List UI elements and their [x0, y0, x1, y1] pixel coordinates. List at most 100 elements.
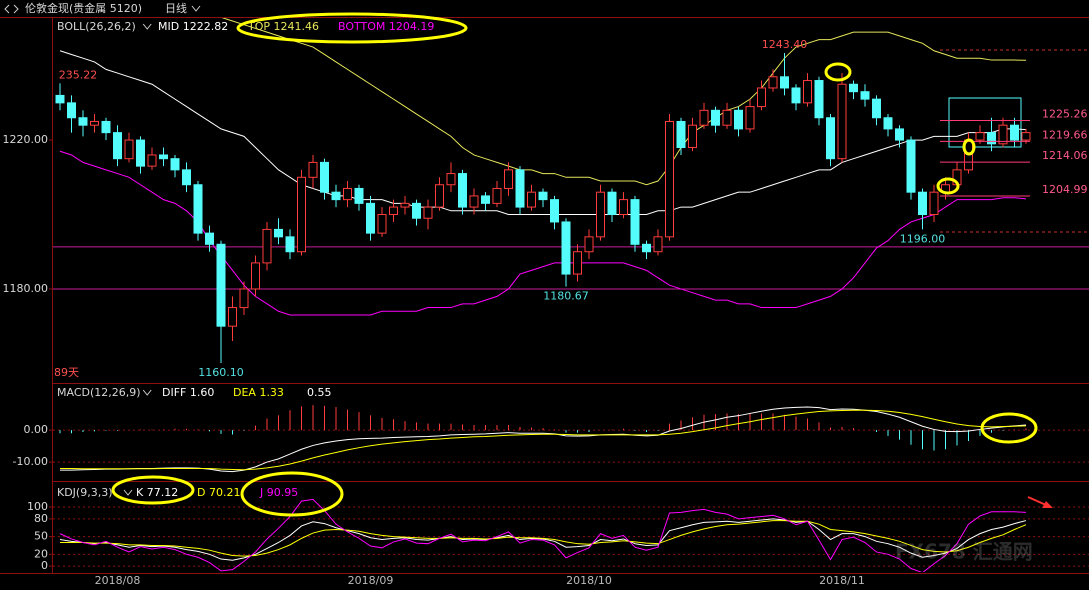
- x-tick-label: 2018/09: [348, 574, 394, 587]
- high-label: 235.22: [59, 68, 98, 81]
- candle-body: [849, 83, 858, 93]
- candle-body: [159, 154, 168, 160]
- candle-body: [239, 288, 249, 309]
- candle-body: [205, 232, 214, 245]
- candle-body: [607, 191, 617, 216]
- candle-body: [251, 262, 260, 290]
- candle-body: [216, 243, 226, 327]
- header-icon[interactable]: [4, 4, 19, 14]
- indicator-line: [60, 409, 1027, 471]
- candle-body: [688, 124, 697, 149]
- legend-entry: MID 1222.82: [158, 20, 228, 33]
- candle-body: [550, 199, 559, 223]
- panel-plot: [53, 405, 1089, 473]
- candle-body: [515, 169, 525, 208]
- y-tick-label: 0: [41, 559, 48, 572]
- period-dropdown[interactable]: [191, 5, 201, 12]
- instrument-title[interactable]: 伦敦金现(贵金属 5120): [25, 1, 142, 15]
- candle-body: [78, 117, 88, 126]
- candle-body: [872, 98, 881, 119]
- candle-body: [1010, 124, 1019, 141]
- candle-body: [780, 76, 789, 89]
- candle-body: [504, 169, 513, 189]
- candle-body: [596, 191, 605, 238]
- highlight-box: [948, 97, 1022, 148]
- period[interactable]: 日线: [165, 1, 187, 15]
- candle-body: [124, 139, 134, 160]
- low-label: 1196.00: [900, 232, 946, 245]
- candle-body: [918, 191, 927, 216]
- legend-entry: DEA 1.33: [233, 386, 284, 399]
- candle-body: [929, 191, 939, 216]
- candle-body: [975, 132, 985, 141]
- candle-body: [446, 173, 456, 186]
- candle-body: [136, 139, 145, 167]
- y-tick-label: 1220.00: [3, 133, 49, 146]
- candle-body: [274, 228, 283, 238]
- panel-frame: [0, 17, 1089, 574]
- legend-entry: 0.55: [307, 386, 332, 399]
- candle-body: [895, 128, 904, 141]
- y-tick-label: 50: [34, 530, 48, 543]
- candle-body: [377, 214, 387, 234]
- panel-plot: [53, 18, 1089, 364]
- price-line-label: 1219.66: [1042, 128, 1088, 141]
- candle-body: [331, 191, 341, 201]
- candle-body: [481, 195, 490, 204]
- candle-body: [308, 161, 318, 178]
- candle-body: [883, 117, 893, 130]
- candle-body: [734, 109, 743, 130]
- candle-body: [561, 221, 571, 275]
- indicator-dropdown: [142, 23, 152, 30]
- y-tick-label: 100: [27, 500, 48, 513]
- candle-body: [906, 139, 916, 193]
- candle-body: [803, 80, 812, 104]
- legend-entry: K 77.12: [136, 486, 178, 499]
- x-tick-label: 2018/10: [566, 574, 612, 587]
- annotation-marks: [111, 12, 1038, 517]
- candle-body: [998, 124, 1008, 145]
- y-tick-label: -10.00: [13, 455, 48, 468]
- candle-body: [826, 117, 835, 160]
- candle-body: [55, 94, 65, 104]
- candle-body: [757, 87, 766, 108]
- candle-body: [791, 87, 801, 104]
- candle-body: [354, 187, 364, 204]
- candle-body: [170, 158, 180, 171]
- x-tick-label: 2018/08: [95, 574, 141, 587]
- candle-body: [619, 199, 628, 216]
- y-tick-label: 0.00: [24, 423, 49, 436]
- indicator-line: [59, 518, 1027, 561]
- candle-body: [343, 187, 352, 201]
- candle-body: [538, 191, 548, 201]
- low-label: 1160.10: [198, 366, 244, 379]
- candle-body: [90, 120, 99, 126]
- candle-body: [366, 202, 375, 234]
- candle-body: [469, 195, 479, 208]
- indicator-title: MACD(12,26,9): [57, 386, 141, 399]
- trend-arrow: [1027, 496, 1053, 508]
- candle-body: [722, 109, 732, 126]
- footnote: 89天: [54, 366, 79, 379]
- indicator-dropdown: [123, 489, 133, 496]
- y-tick-label: 1180.00: [3, 282, 49, 295]
- candle-body: [860, 91, 870, 100]
- legend-entry: J 90.95: [259, 486, 298, 499]
- candle-body: [573, 251, 582, 275]
- indicator-title: KDJ(9,3,3): [57, 486, 113, 499]
- candle-body: [768, 76, 778, 89]
- candle-body: [630, 199, 640, 245]
- candle-body: [711, 109, 720, 126]
- indicator-line: [221, 18, 1027, 186]
- candle-body: [745, 106, 755, 130]
- candle-body: [458, 173, 467, 208]
- candle-body: [285, 236, 295, 253]
- candle-body: [814, 80, 824, 119]
- candle-body: [262, 228, 272, 264]
- candle-body: [228, 307, 237, 327]
- candle-body: [699, 109, 709, 126]
- candle-body: [101, 120, 111, 134]
- legend-entry: D 70.21: [197, 486, 240, 499]
- candle-body: [113, 132, 122, 160]
- price-line-label: 1225.26: [1042, 108, 1088, 121]
